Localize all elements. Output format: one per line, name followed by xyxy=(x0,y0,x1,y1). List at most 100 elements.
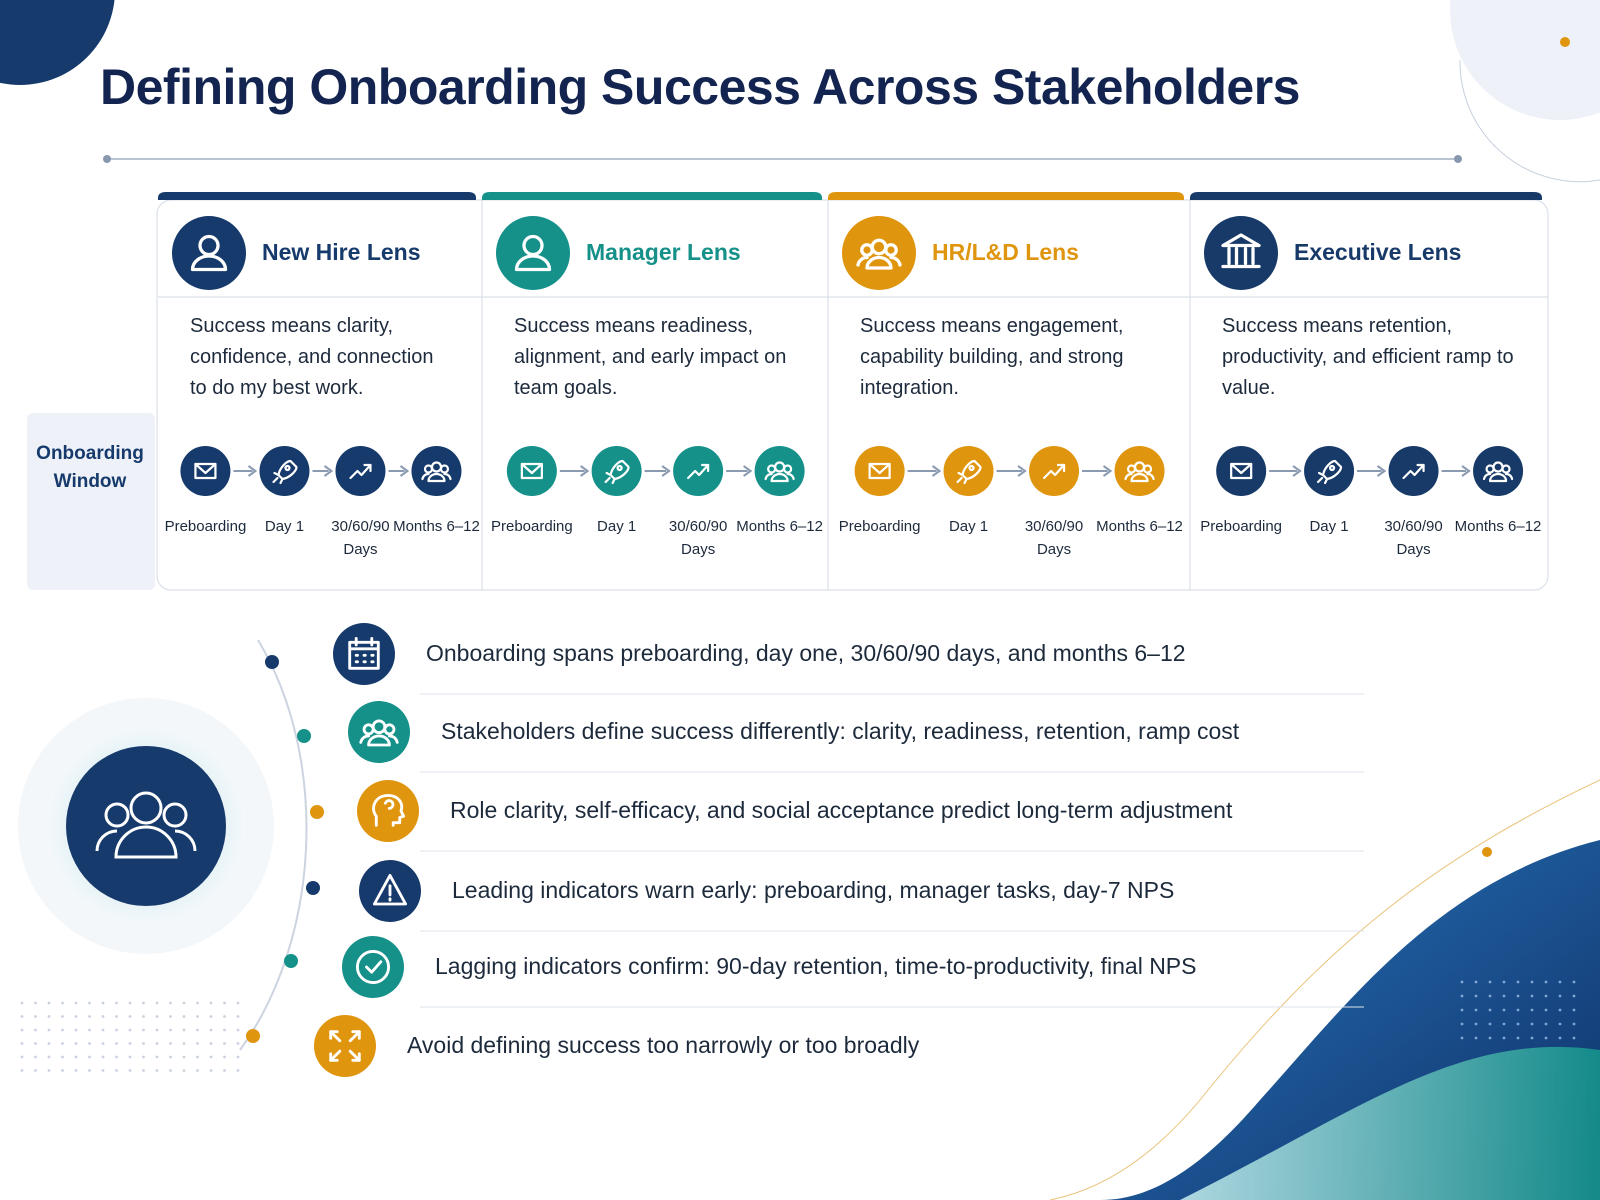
icon-part xyxy=(1316,471,1329,485)
decor-dot xyxy=(1502,1036,1506,1040)
stage-circle xyxy=(335,446,386,496)
icon-part xyxy=(354,653,375,664)
decor-dot xyxy=(61,1001,64,1005)
icon xyxy=(856,238,902,270)
side-tab xyxy=(27,413,155,590)
decor-dot xyxy=(20,1001,24,1005)
decor-dot xyxy=(34,1069,37,1072)
decor-dot xyxy=(115,1001,118,1005)
stage-label: 30/60/90 Days xyxy=(1024,518,1084,558)
decor-dot xyxy=(1558,1036,1562,1040)
decor-dot xyxy=(1460,1036,1464,1040)
decor-dot xyxy=(88,1055,91,1059)
decor-dot xyxy=(182,1042,186,1045)
decor-dot xyxy=(101,1028,105,1032)
icon xyxy=(421,461,452,483)
icon xyxy=(372,873,408,906)
icon-part xyxy=(514,254,552,272)
lens-description: Success means readiness, alignment, and … xyxy=(514,315,787,399)
icon-part xyxy=(770,472,789,483)
arc-dot xyxy=(297,729,311,743)
decor-dot xyxy=(1516,1036,1520,1040)
icon-part xyxy=(956,471,968,485)
stage-arrowhead xyxy=(1292,465,1302,477)
icon-part xyxy=(1130,472,1149,483)
icon-part xyxy=(687,463,710,480)
decor-dot xyxy=(1530,1008,1534,1012)
decor-dot xyxy=(88,1015,91,1018)
icon xyxy=(190,234,228,272)
decor-dot xyxy=(209,1069,213,1072)
lens-top-bar xyxy=(482,192,822,200)
decor-dot xyxy=(142,1069,145,1072)
stage-label: Preboarding xyxy=(490,518,573,535)
icon xyxy=(194,462,217,480)
stage-arrowhead xyxy=(1461,465,1471,477)
decor-dot xyxy=(101,1015,105,1018)
point-icon-circle xyxy=(314,1015,376,1077)
icon-part xyxy=(968,464,975,472)
decor-dot xyxy=(47,1055,51,1059)
decor-dot xyxy=(223,1055,226,1059)
decor-dot xyxy=(34,1055,37,1059)
icon xyxy=(372,793,406,827)
decor-dot xyxy=(1516,994,1520,998)
icon-part xyxy=(1402,463,1425,480)
lens-description: Success means engagement, capability bui… xyxy=(860,315,1124,399)
decor-dot xyxy=(236,1015,240,1018)
stage-circle xyxy=(1388,446,1439,496)
arc-dot xyxy=(246,1029,260,1043)
point-text: Onboarding spans preboarding, day one, 3… xyxy=(426,640,1186,666)
lens-title: Executive Lens xyxy=(1294,239,1462,265)
decor-dot xyxy=(196,1042,199,1045)
decor-dot xyxy=(169,1042,172,1045)
decor-dot xyxy=(1544,1036,1548,1040)
decor-dot xyxy=(1530,1036,1534,1040)
icon xyxy=(604,459,630,485)
decor-dot xyxy=(88,1028,91,1032)
decor-dot xyxy=(196,1069,199,1072)
stage-arrowhead xyxy=(1376,465,1387,477)
decor-dot xyxy=(209,1028,213,1032)
corner-shape xyxy=(0,0,115,85)
icon xyxy=(355,949,391,985)
icon-part xyxy=(363,463,372,473)
stage-label: Months 6–12 xyxy=(393,518,480,535)
icon-part xyxy=(1482,472,1492,481)
arc-dot xyxy=(306,881,320,895)
arc xyxy=(239,639,308,1051)
decor-dot xyxy=(1460,1008,1464,1012)
stage-label: Day 1 xyxy=(597,518,637,535)
icon xyxy=(272,459,298,485)
icon-part xyxy=(1328,464,1336,472)
icon-part xyxy=(865,255,893,270)
icon xyxy=(1124,461,1155,483)
icon xyxy=(1230,462,1253,480)
arc-dot xyxy=(310,805,324,819)
icon-part xyxy=(889,255,902,267)
decor-dot xyxy=(209,1055,213,1059)
decor-dot xyxy=(182,1055,186,1059)
arc-dot xyxy=(284,954,298,968)
stage-arrowhead xyxy=(1017,465,1027,477)
stage-arrowhead xyxy=(323,465,334,477)
decor-dot xyxy=(209,1042,213,1045)
decor-dot xyxy=(1474,1022,1478,1026)
icon-part xyxy=(443,472,452,481)
decor-dot xyxy=(1502,1008,1506,1012)
decor-dot xyxy=(115,1069,118,1072)
decor-line xyxy=(1049,779,1600,1200)
decor-dot xyxy=(128,1015,132,1018)
icon-part xyxy=(1126,464,1137,474)
icon-part xyxy=(194,462,217,480)
icon-part xyxy=(868,462,891,475)
decor-dot xyxy=(88,1069,91,1072)
decor-dot xyxy=(20,1069,24,1072)
decor-dot xyxy=(236,1001,240,1005)
icon-part xyxy=(1221,233,1261,248)
stage-label: Day 1 xyxy=(264,518,305,535)
decor-dot xyxy=(196,1015,199,1018)
decor-dot xyxy=(34,1001,37,1005)
decor-dot xyxy=(1544,1022,1548,1026)
decor-dot xyxy=(236,1069,240,1072)
